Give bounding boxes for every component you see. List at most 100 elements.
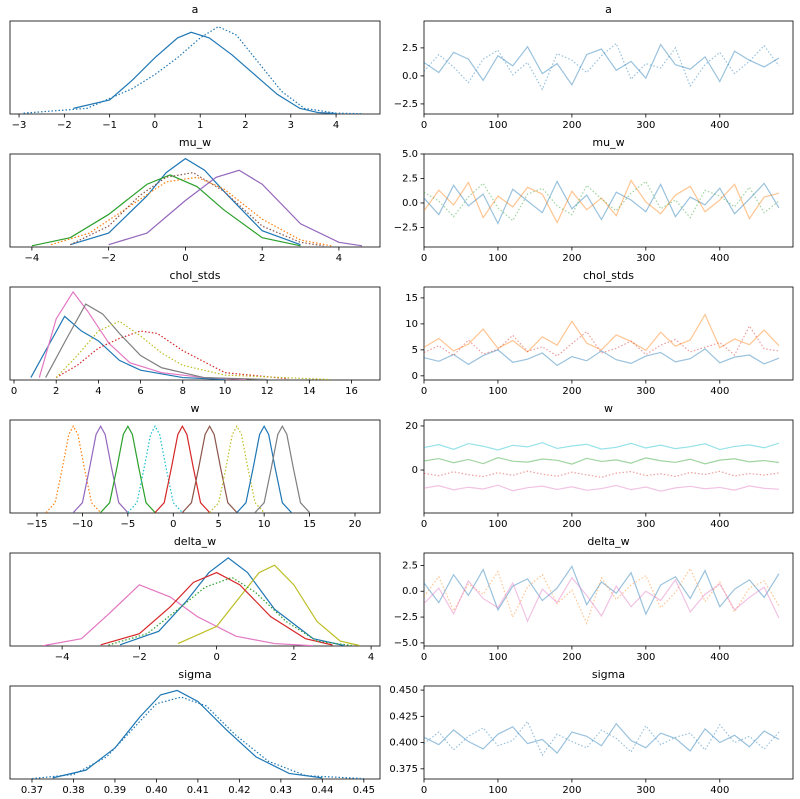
x-tick-label: 200 [562, 386, 581, 397]
series-line [424, 313, 780, 353]
y-tick-label: −5.0 [394, 638, 418, 649]
x-tick-label: 5 [216, 519, 222, 530]
panel-title: delta_w [587, 535, 629, 548]
panel-title: sigma [178, 668, 211, 681]
panel-frame [9, 20, 381, 115]
plot-area [31, 157, 363, 247]
x-tick-label: 0 [421, 253, 427, 264]
x-tick-label: 0.44 [311, 785, 333, 796]
series-line [424, 457, 780, 465]
x-tick-label: 0.38 [62, 785, 84, 796]
x-tick-label: 100 [488, 386, 507, 397]
y-tick-label: 15 [405, 293, 418, 304]
series-line [424, 470, 780, 478]
x-tick-label: 2 [259, 253, 265, 264]
y-tick-label: 0.400 [389, 738, 418, 749]
x-tick-label: 400 [710, 386, 729, 397]
series-line [30, 315, 225, 380]
x-tick-label: 0.43 [270, 785, 292, 796]
y-tick-label: 0.0 [402, 71, 418, 82]
x-tick-label: 0 [421, 785, 427, 796]
x-tick-label: 2 [291, 652, 297, 663]
x-tick-label: 0 [421, 519, 427, 530]
x-tick-label: 100 [488, 253, 507, 264]
panel-title: w [191, 402, 200, 415]
panel-title: mu_w [592, 136, 624, 149]
panel-title: a [605, 3, 612, 16]
x-tick-label: 0 [213, 652, 219, 663]
x-tick-label: 4 [368, 652, 374, 663]
x-tick-label: 16 [345, 386, 358, 397]
plot-area [30, 290, 331, 380]
x-tick-label: 14 [303, 386, 316, 397]
x-tick-label: −15 [26, 519, 47, 530]
x-tick-label: 300 [636, 386, 655, 397]
y-tick-label: 0.425 [389, 711, 418, 722]
x-tick-label: −4 [55, 652, 70, 663]
series-line [209, 424, 265, 513]
series-line [424, 720, 780, 757]
plot-area [424, 42, 780, 91]
y-tick-label: 2.5 [402, 173, 418, 184]
series-line [119, 557, 345, 646]
series-line [108, 576, 352, 646]
x-tick-label: 300 [636, 519, 655, 530]
panel-frame [9, 153, 381, 248]
panel-title: sigma [592, 668, 625, 681]
series-line [154, 424, 211, 513]
x-tick-label: 0.39 [104, 785, 126, 796]
plot-area [31, 689, 364, 779]
panel-frame [9, 286, 381, 381]
series-line [42, 584, 314, 646]
y-tick-label: −2.5 [394, 222, 418, 233]
series-line [424, 576, 780, 623]
y-tick-label: 5.0 [402, 149, 418, 160]
panel-title: chol_stds [583, 269, 634, 282]
plot-area [424, 565, 780, 625]
plot-area [45, 424, 311, 513]
panel-frame [423, 286, 794, 381]
y-tick-label: 2.5 [402, 560, 418, 571]
panel-title: a [192, 3, 199, 16]
panel-title: w [604, 402, 613, 415]
x-tick-label: 12 [261, 386, 274, 397]
series-line [31, 174, 301, 247]
x-tick-label: 4 [336, 253, 342, 264]
series-line [181, 424, 238, 513]
x-tick-label: 400 [710, 652, 729, 663]
y-tick-label: −2.5 [394, 99, 418, 110]
x-tick-label: 3 [288, 120, 294, 131]
plot-area [42, 557, 360, 646]
x-tick-label: 20 [349, 519, 362, 530]
x-tick-label: 400 [710, 785, 729, 796]
panel-frame [9, 552, 381, 647]
series-line [424, 348, 780, 367]
series-line [69, 171, 324, 247]
x-tick-label: 0 [421, 386, 427, 397]
x-tick-label: 200 [562, 785, 581, 796]
x-tick-label: 8 [180, 386, 186, 397]
series-line [50, 176, 332, 247]
series-line [424, 42, 780, 91]
x-tick-label: −2 [132, 652, 147, 663]
series-line [31, 696, 364, 779]
panel-frame [9, 419, 381, 514]
series-line [73, 31, 337, 114]
x-tick-label: 100 [488, 519, 507, 530]
x-tick-label: 100 [488, 785, 507, 796]
x-tick-label: 200 [562, 120, 581, 131]
x-tick-label: 200 [562, 519, 581, 530]
series-line [424, 484, 779, 492]
series-line [236, 424, 292, 513]
x-tick-label: 0 [421, 120, 427, 131]
x-tick-label: 0 [170, 519, 176, 530]
x-tick-label: 400 [710, 120, 729, 131]
y-tick-label: 0.0 [402, 586, 418, 597]
panel-frame [423, 153, 794, 248]
x-tick-label: 2 [242, 120, 248, 131]
x-tick-label: −5 [120, 519, 135, 530]
x-tick-label: −2 [101, 253, 116, 264]
x-tick-label: 10 [258, 519, 271, 530]
plot-area [424, 179, 780, 225]
